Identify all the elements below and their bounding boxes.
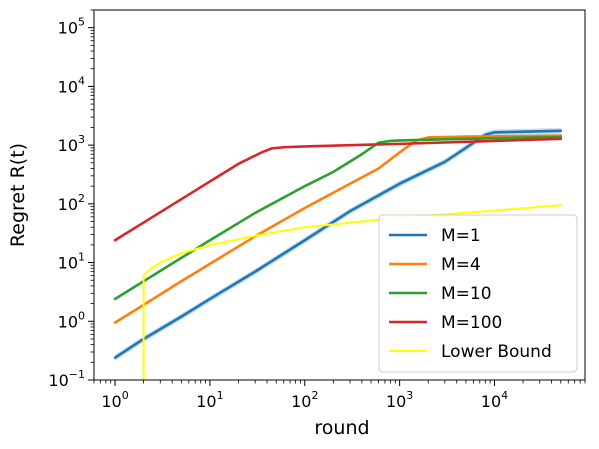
plot-frame xyxy=(93,9,586,381)
y-tick-label: 10−1 xyxy=(48,368,85,390)
legend-label: Lower Bound xyxy=(441,342,552,362)
y-axis-label: Regret R(t) xyxy=(7,143,29,247)
y-tick-label: 103 xyxy=(58,133,85,155)
series-layer xyxy=(113,127,563,380)
series-line-m-4 xyxy=(113,134,563,324)
x-tick-label: 100 xyxy=(101,389,128,411)
ticks-layer: 100 101 102 103 104 10−1 100 101 102 103 104 105 xyxy=(48,9,586,411)
x-tick-label: 103 xyxy=(386,389,413,411)
x-tick-label: 101 xyxy=(196,389,223,411)
y-tick-label: 100 xyxy=(58,309,85,331)
legend: M=1 M=4 M=10 M=100 Lower Bound xyxy=(378,214,578,373)
y-tick-label: 104 xyxy=(58,74,85,96)
y-tick-label: 102 xyxy=(58,192,85,214)
x-tick-label: 102 xyxy=(291,389,318,411)
legend-box xyxy=(378,214,578,373)
legend-label: M=100 xyxy=(441,313,502,333)
x-tick-label: 104 xyxy=(481,389,508,411)
legend-label: M=1 xyxy=(441,226,481,246)
y-tick-label: 105 xyxy=(58,16,85,38)
legend-label: M=4 xyxy=(441,255,481,275)
series-line-m-100 xyxy=(113,137,563,242)
series-line-m-10 xyxy=(113,135,563,301)
legend-label: M=10 xyxy=(441,284,492,304)
y-tick-label: 101 xyxy=(58,251,85,273)
x-axis-label: round xyxy=(314,417,369,439)
series-line-m-1 xyxy=(113,129,563,359)
